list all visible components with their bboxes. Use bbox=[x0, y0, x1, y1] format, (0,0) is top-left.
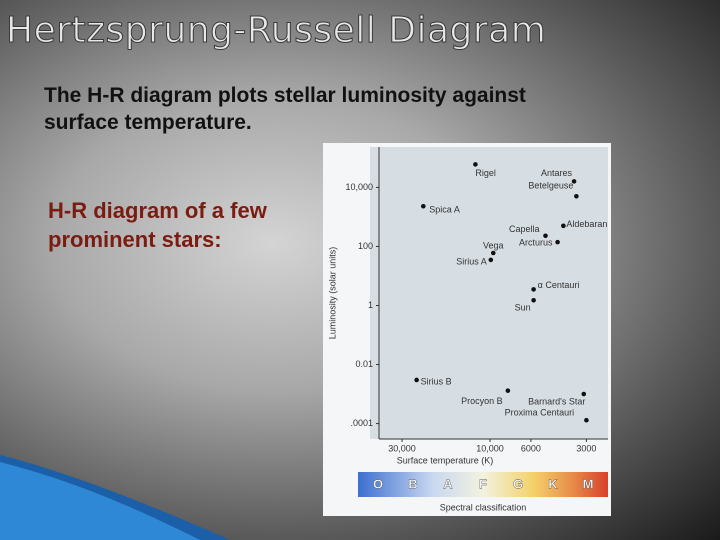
intro-text: The H-R diagram plots stellar luminosity… bbox=[44, 84, 526, 134]
x-axis-label: Surface temperature (K) bbox=[397, 455, 494, 465]
star-label: Procyon B bbox=[461, 396, 503, 406]
star-point bbox=[414, 377, 419, 383]
x-tick-label: 10,000 bbox=[476, 443, 504, 453]
spectral-class: F bbox=[479, 476, 487, 491]
star-point bbox=[473, 162, 478, 167]
plot-area bbox=[370, 147, 608, 439]
star-label: Arcturus bbox=[519, 238, 553, 248]
spectral-class: O bbox=[373, 476, 383, 491]
y-tick-label: 1 bbox=[368, 300, 373, 310]
spectral-class: B bbox=[408, 476, 417, 491]
x-tick-label: 6000 bbox=[521, 443, 541, 453]
star-point bbox=[531, 297, 536, 303]
subtitle: H-R diagram of a few prominent stars: bbox=[48, 198, 267, 252]
star-point bbox=[571, 179, 577, 184]
star-label: Sirius B bbox=[421, 376, 452, 386]
y-axis-label: Luminosity (solar units) bbox=[327, 247, 337, 340]
star-label: Sirius A bbox=[456, 256, 487, 266]
star-point bbox=[490, 250, 496, 256]
swoosh bbox=[0, 462, 200, 540]
star-label: Antares bbox=[541, 168, 573, 178]
x-tick-label: 30,000 bbox=[388, 443, 416, 453]
star-point bbox=[574, 193, 579, 199]
star-point bbox=[581, 391, 587, 397]
slide-title: Hertzsprung-Russell Diagram bbox=[5, 10, 547, 52]
star-point bbox=[543, 233, 548, 239]
star-label: Barnard's Star bbox=[528, 396, 585, 406]
chart: Surface temperature (K) Spectral classif… bbox=[323, 143, 611, 516]
spectral-class: G bbox=[513, 476, 523, 491]
x-tick-label: 3000 bbox=[576, 443, 596, 453]
star-label: Capella bbox=[509, 224, 540, 234]
star-label: Proxima Centauri bbox=[505, 408, 575, 418]
star-point bbox=[505, 388, 511, 393]
spectral-label: Spectral classification bbox=[440, 502, 527, 512]
spectral-bar bbox=[358, 472, 608, 497]
star-point bbox=[555, 239, 560, 245]
star-label: Rigel bbox=[475, 168, 496, 178]
star-point bbox=[531, 287, 536, 292]
star-point bbox=[488, 257, 494, 263]
star-label: Sun bbox=[515, 303, 531, 313]
star-label: Spica A bbox=[429, 205, 460, 215]
star-label: Betelgeuse bbox=[528, 181, 573, 191]
star-label: Vega bbox=[483, 240, 504, 250]
y-tick-label: 0.01 bbox=[355, 359, 373, 369]
spectral-class: A bbox=[443, 476, 453, 491]
star-label: Aldebaran bbox=[566, 219, 607, 229]
spectral-class: M bbox=[583, 476, 594, 491]
y-tick-label: 10,000 bbox=[345, 182, 373, 192]
star-label: α Centauri bbox=[538, 280, 580, 290]
star-point bbox=[584, 417, 589, 423]
star-point bbox=[561, 223, 566, 229]
star-point bbox=[421, 203, 426, 209]
y-tick-label: 100 bbox=[358, 241, 373, 251]
spectral-class: K bbox=[548, 476, 558, 491]
y-tick-label: .0001 bbox=[350, 418, 373, 428]
